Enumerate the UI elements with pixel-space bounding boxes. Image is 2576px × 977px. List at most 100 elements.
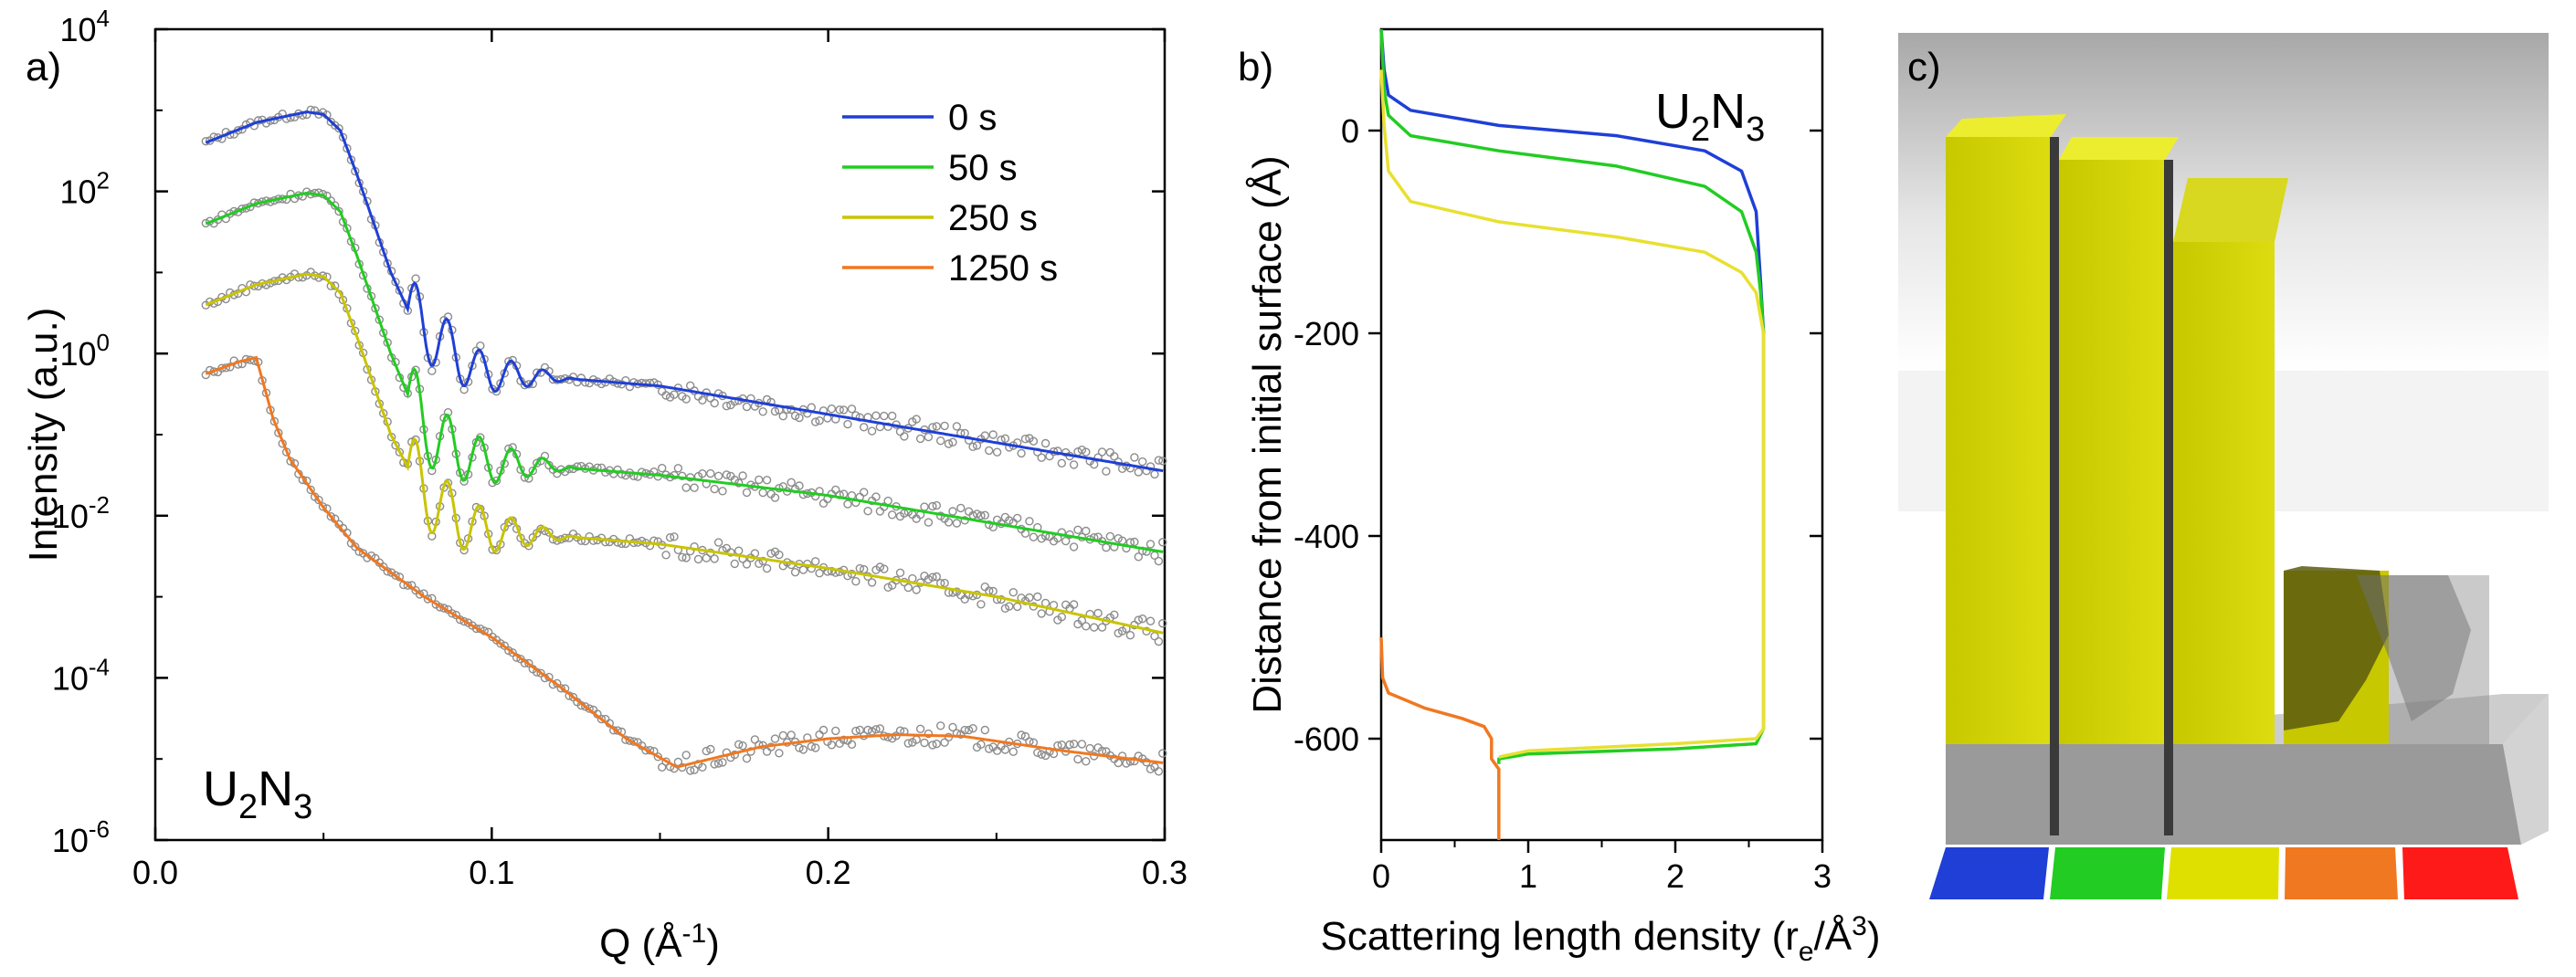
data-point [948, 507, 957, 516]
data-point [734, 546, 744, 555]
data-point [750, 735, 760, 744]
data-point [977, 600, 986, 609]
data-point [855, 563, 864, 573]
x-tick-label: 0 [1372, 857, 1390, 895]
data-point [1057, 613, 1067, 622]
data-point [944, 518, 954, 527]
data-point [1008, 588, 1019, 597]
data-point [924, 432, 934, 442]
data-point [1012, 602, 1022, 612]
data-point [755, 475, 764, 485]
data-point [875, 562, 885, 572]
data-point [795, 481, 804, 490]
data-point [960, 594, 969, 604]
data-point [798, 745, 808, 754]
data-point [762, 476, 772, 485]
data-point [710, 398, 719, 408]
data-point [775, 550, 784, 560]
data-point [702, 746, 711, 756]
data-point [1085, 743, 1094, 753]
data-point [1145, 540, 1156, 549]
data-point [895, 568, 905, 577]
data-point [508, 355, 517, 365]
data-point [1130, 537, 1139, 547]
data-point [775, 749, 784, 758]
data-point [1040, 438, 1050, 448]
data-point [1012, 513, 1022, 523]
data-point [718, 758, 727, 767]
data-point [944, 439, 954, 448]
data-point [673, 464, 683, 473]
data-point [713, 471, 723, 480]
legend-label-0: 0 s [948, 98, 997, 138]
data-point [807, 741, 816, 751]
data-point [863, 507, 872, 516]
data-point [710, 484, 719, 494]
data-point [770, 406, 780, 416]
data-point [766, 549, 776, 558]
data-point [900, 509, 909, 518]
fit-line-50-s [205, 191, 1164, 553]
data-point [314, 495, 323, 505]
data-point [1029, 532, 1039, 541]
base-slab [1946, 744, 2521, 845]
strip-red [2402, 847, 2518, 899]
data-point [706, 468, 715, 478]
data-point [880, 411, 889, 421]
fit-line-1250-s [205, 355, 1164, 769]
data-point [1069, 600, 1079, 609]
panel-a-ticks: 0.0 0.1 0.2 0.3 10-6 10-4 10-2 100 102 104 [52, 5, 1188, 891]
data-point [1137, 457, 1147, 467]
data-point [718, 487, 727, 496]
data-point [871, 725, 881, 734]
data-point [750, 549, 760, 558]
data-point [920, 738, 929, 748]
data-point [932, 500, 942, 510]
data-point [860, 488, 869, 497]
data-point [686, 381, 695, 390]
data-point [1045, 451, 1054, 461]
data-point [722, 402, 732, 411]
data-point [1158, 749, 1167, 758]
data-point [1000, 604, 1010, 613]
strip-blue [1929, 847, 2049, 899]
data-point [415, 590, 425, 599]
data-point [713, 759, 723, 768]
data-point [411, 274, 420, 283]
x-tick-label: 3 [1813, 857, 1832, 895]
data-point [1069, 740, 1079, 749]
data-point [787, 478, 796, 487]
data-point [798, 490, 808, 499]
panel-b-profile-lines [1379, 28, 1766, 840]
data-point [924, 574, 934, 584]
data-point [585, 704, 594, 713]
data-point [895, 427, 905, 436]
data-point [1005, 602, 1014, 611]
data-point [988, 430, 998, 439]
data-point [871, 411, 881, 420]
data-point [778, 730, 787, 741]
data-point [920, 502, 929, 511]
data-point [706, 744, 715, 754]
data-point [1033, 748, 1042, 757]
data-point [1154, 767, 1164, 776]
data-point [686, 766, 695, 775]
data-point [984, 744, 994, 753]
data-point [471, 624, 481, 634]
data-point [839, 405, 849, 415]
panel-a-ylabel: Intensity (a.u.) [21, 308, 66, 562]
data-point [681, 483, 691, 492]
sld-line-250-s [1379, 69, 1766, 759]
column-0s [1946, 114, 2066, 744]
data-point [1073, 525, 1082, 534]
panel-b-frame [1379, 27, 1824, 842]
sld-line-1250-s [1379, 636, 1501, 840]
data-point [827, 404, 837, 414]
data-point [1110, 610, 1119, 619]
data-point [1097, 447, 1107, 457]
data-point [395, 447, 405, 457]
data-point [843, 419, 852, 429]
data-point [1105, 447, 1115, 457]
legend-label-1: 50 s [948, 148, 1018, 188]
panel-b: b) 0 1 2 3 0 -200 -400 -600 Distance from initi… [1238, 27, 1881, 967]
